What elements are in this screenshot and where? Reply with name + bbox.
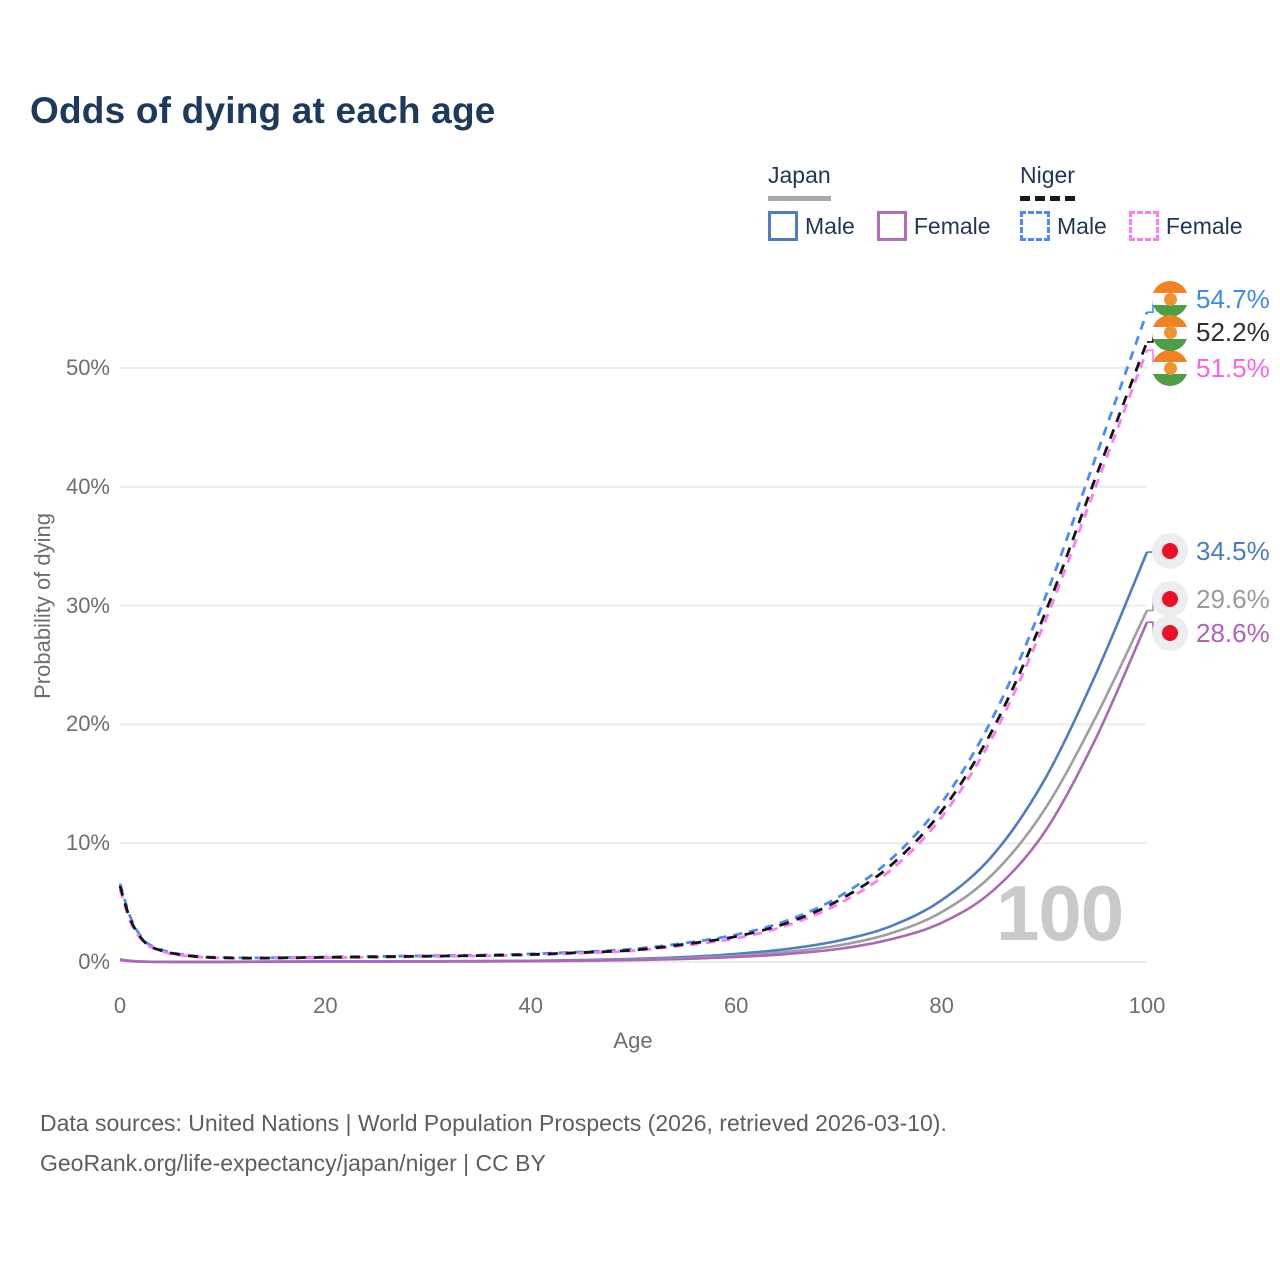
japan-flag-icon — [1152, 581, 1188, 618]
niger-flag-icon — [1152, 314, 1188, 351]
legend-country-japan: Japan — [768, 162, 831, 201]
curve-niger_female — [118, 349, 1149, 960]
y-tick-label: 50% — [65, 355, 110, 380]
legend-swatch-japan-male[interactable] — [768, 211, 798, 241]
end-label-japan_total: 29.6% — [1152, 580, 1270, 618]
curve-japan_female — [119, 621, 1149, 964]
end-label-value: 29.6% — [1196, 583, 1270, 614]
legend-group-japan: Japan Male Female — [768, 162, 1013, 241]
age-watermark: 100 — [996, 869, 1124, 957]
x-tick-label: 0 — [113, 993, 127, 1018]
legend-swatch-niger-female[interactable] — [1128, 211, 1159, 241]
legend-swatch-japan-female[interactable] — [876, 211, 907, 241]
end-label-japan_male: 34.5% — [1152, 532, 1270, 570]
legend-label-niger-male[interactable]: Male — [1057, 212, 1107, 239]
legend-group-niger: Niger Male Female — [1020, 162, 1265, 241]
footer: Data sources: United Nations | World Pop… — [40, 1103, 947, 1183]
end-label-niger_female: 51.5% — [1152, 349, 1270, 387]
curve-japan_male — [119, 551, 1149, 964]
y-tick-label: 40% — [65, 473, 110, 499]
y-tick-label: 30% — [65, 592, 110, 618]
footer-link: GeoRank.org/life-expectancy/japan/niger … — [40, 1150, 546, 1176]
legend-label-japan-female[interactable]: Female — [913, 212, 991, 239]
legend-label-niger-female[interactable]: Female — [1165, 212, 1243, 239]
legend-country-niger: Niger — [1020, 162, 1075, 201]
niger-flag-icon — [1152, 350, 1188, 387]
end-label-japan_female: 28.6% — [1152, 614, 1270, 652]
end-label-niger_male: 54.7% — [1152, 280, 1270, 318]
x-tick-label: 40 — [518, 993, 544, 1018]
y-tick-label: 20% — [65, 711, 110, 737]
japan-flag-icon — [1152, 615, 1188, 652]
legend-swatch-niger-male[interactable] — [1020, 211, 1050, 241]
end-label-value: 51.5% — [1196, 352, 1270, 383]
curve-niger_total — [118, 341, 1149, 960]
end-label-value: 52.2% — [1196, 317, 1270, 348]
x-tick-label: 20 — [313, 993, 338, 1018]
curve-japan_total — [119, 609, 1149, 964]
page-title: Odds of dying at each age — [30, 90, 496, 131]
line-chart — [118, 298, 1160, 964]
end-label-value: 54.7% — [1196, 283, 1270, 314]
x-tick-label: 100 — [1128, 993, 1166, 1018]
x-tick-label: 60 — [723, 993, 749, 1018]
end-label-value: 28.6% — [1196, 617, 1270, 648]
x-tick-label: 80 — [929, 993, 954, 1018]
curve-niger_male — [118, 311, 1149, 960]
japan-flag-icon — [1152, 533, 1188, 570]
x-axis-title: Age — [613, 1028, 653, 1053]
y-tick-label: 10% — [65, 830, 110, 856]
y-tick-label: 0% — [78, 949, 110, 974]
footer-sources: Data sources: United Nations | World Pop… — [40, 1110, 947, 1136]
niger-flag-icon — [1152, 281, 1188, 318]
y-axis-title: Probability of dying — [30, 513, 55, 699]
legend-label-japan-male[interactable]: Male — [805, 212, 855, 239]
end-label-value: 34.5% — [1196, 535, 1270, 566]
end-label-niger_total: 52.2% — [1152, 314, 1270, 352]
